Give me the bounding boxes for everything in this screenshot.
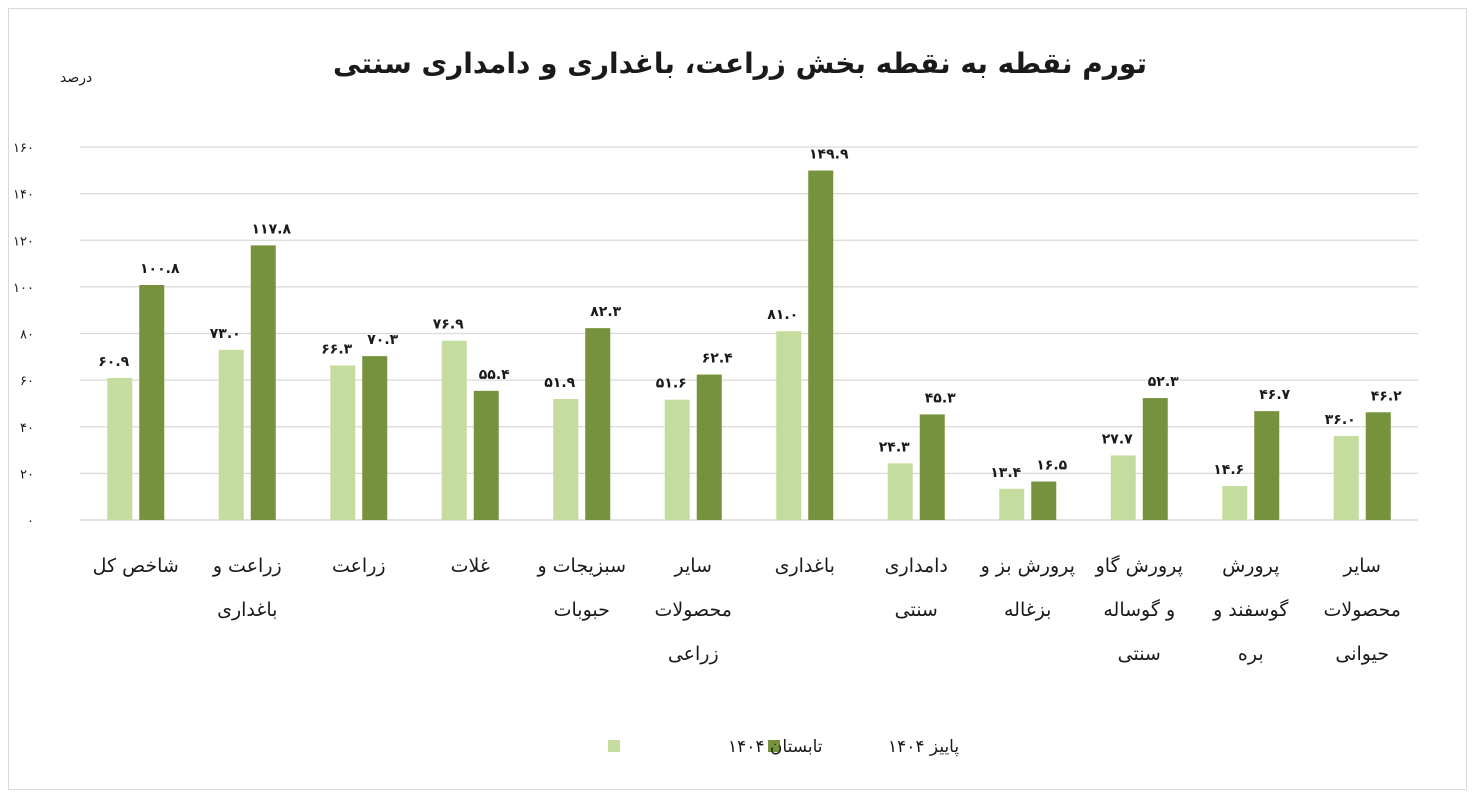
data-label: ۲۴.۳	[879, 439, 910, 455]
bar-autumn	[362, 356, 388, 520]
category-label: و گوساله	[1103, 598, 1175, 621]
legend-swatch	[608, 740, 620, 752]
legend-swatch	[768, 740, 780, 752]
category-label: شاخص کل	[93, 555, 179, 577]
bar-summer	[218, 349, 244, 520]
y-axis-ticks: ۰ ۲۰ ۴۰ ۶۰ ۸۰ ۱۰۰ ۱۲۰ ۱۴۰ ۱۶۰	[13, 141, 34, 529]
legend: پاییز ۱۴۰۴ تابستان ۱۴۰۴	[608, 737, 959, 757]
bar-summer	[441, 340, 467, 520]
category-label: سبزیجات و	[536, 555, 626, 577]
category-label: محصولات	[1324, 599, 1401, 621]
category-label: غلات	[451, 555, 490, 577]
data-label: ۱۴.۶	[1213, 462, 1244, 478]
bar-summer	[776, 331, 802, 520]
data-label: ۳۶.۰	[1325, 412, 1356, 428]
data-label: ۶۰.۹	[98, 354, 129, 370]
bar-summer	[553, 399, 579, 520]
bar-summer	[1333, 436, 1359, 520]
bar-autumn	[250, 245, 276, 520]
y-tick-label: ۱۴۰	[13, 188, 34, 203]
data-label: ۶۲.۴	[702, 351, 733, 367]
category-label: زراعت	[332, 555, 386, 577]
category-labels: شاخص کل زراعت و باغداری زراعت غلات سبزیجات و ح…	[93, 554, 1401, 665]
data-label: ۱۶.۵	[1036, 458, 1067, 474]
data-label: ۴۶.۷	[1259, 387, 1290, 403]
y-tick-label: ۰	[27, 514, 34, 529]
bar-autumn	[585, 328, 611, 520]
bar-summer	[664, 399, 690, 520]
category-label: باغداری	[775, 555, 835, 577]
data-label: ۵۵.۴	[479, 367, 510, 383]
data-label: ۸۱.۰	[767, 307, 798, 323]
bar-autumn	[139, 285, 165, 520]
bar-summer	[107, 378, 133, 520]
data-label: ۴۵.۳	[925, 390, 956, 406]
category-label: سایر	[1343, 555, 1381, 577]
category-label: حبوبات	[554, 599, 610, 621]
data-label: ۶۶.۳	[321, 341, 352, 357]
data-labels: ۶۰.۹ ۱۰۰.۸ ۷۳.۰ ۱۱۷.۸ ۶۶.۳ ۷۰.۳ ۷۶.۹ ۵۵.۴ ۵۱.۹ ۸۲…	[98, 147, 1402, 481]
category-label: باغداری	[217, 599, 277, 621]
bar-summer	[999, 488, 1025, 520]
category-label: بره	[1238, 643, 1264, 665]
data-label: ۲۷.۷	[1102, 431, 1133, 447]
data-label: ۱۰۰.۸	[140, 261, 180, 277]
legend-label: تابستان ۱۴۰۴	[728, 737, 823, 757]
y-tick-label: ۲۰	[20, 467, 34, 482]
category-label: حیوانی	[1335, 643, 1389, 665]
y-tick-label: ۴۰	[20, 421, 34, 436]
gridlines	[80, 146, 1418, 521]
y-tick-label: ۱۲۰	[13, 234, 34, 249]
category-label: بزغاله	[1004, 599, 1051, 621]
y-tick-label: ۱۶۰	[13, 141, 34, 156]
category-label: سایر	[674, 555, 712, 577]
data-label: ۵۲.۳	[1148, 374, 1179, 390]
data-label: ۵۱.۹	[544, 375, 575, 391]
category-label: سنتی	[1118, 643, 1161, 665]
y-axis-unit: درصد	[60, 70, 92, 86]
bar-autumn	[1142, 398, 1168, 520]
bar-autumn	[1031, 481, 1057, 520]
bar-autumn	[808, 170, 834, 520]
data-label: ۸۲.۳	[590, 304, 621, 320]
data-label: ۷۳.۰	[210, 326, 241, 342]
legend-label: پاییز ۱۴۰۴	[888, 737, 959, 757]
category-label: پرورش بز و	[980, 555, 1075, 577]
bars	[107, 170, 1391, 520]
bar-autumn	[1365, 412, 1391, 520]
category-label: گوسفند و	[1212, 598, 1289, 621]
category-label: محصولات	[655, 599, 732, 621]
bar-summer	[330, 365, 356, 520]
category-label: دامداری	[885, 555, 948, 577]
bar-autumn	[1254, 411, 1280, 520]
bar-autumn	[473, 390, 499, 520]
category-label: سنتی	[895, 599, 938, 621]
bar-autumn	[696, 374, 722, 520]
category-label: زراعت و	[212, 555, 282, 577]
data-label: ۴۶.۲	[1371, 388, 1402, 404]
bar-summer	[1222, 485, 1248, 520]
data-label: ۱۱۷.۸	[252, 221, 292, 237]
category-label: پرورش	[1222, 555, 1279, 577]
y-tick-label: ۸۰	[20, 328, 34, 343]
y-tick-label: ۶۰	[20, 374, 34, 389]
data-label: ۵۱.۶	[656, 376, 687, 392]
category-label: زراعی	[668, 643, 719, 665]
bar-summer	[887, 463, 913, 520]
category-label: پرورش گاو	[1095, 554, 1183, 577]
data-label: ۱۳.۴	[990, 465, 1021, 481]
data-label: ۷۰.۳	[367, 332, 398, 348]
bar-summer	[1110, 455, 1136, 520]
chart-title: تورم نقطه به نقطه بخش زراعت، باغداری و د…	[333, 47, 1147, 80]
data-label: ۱۴۹.۹	[809, 147, 849, 163]
bar-autumn	[919, 414, 945, 520]
data-label: ۷۶.۹	[433, 317, 464, 333]
y-tick-label: ۱۰۰	[13, 281, 34, 296]
